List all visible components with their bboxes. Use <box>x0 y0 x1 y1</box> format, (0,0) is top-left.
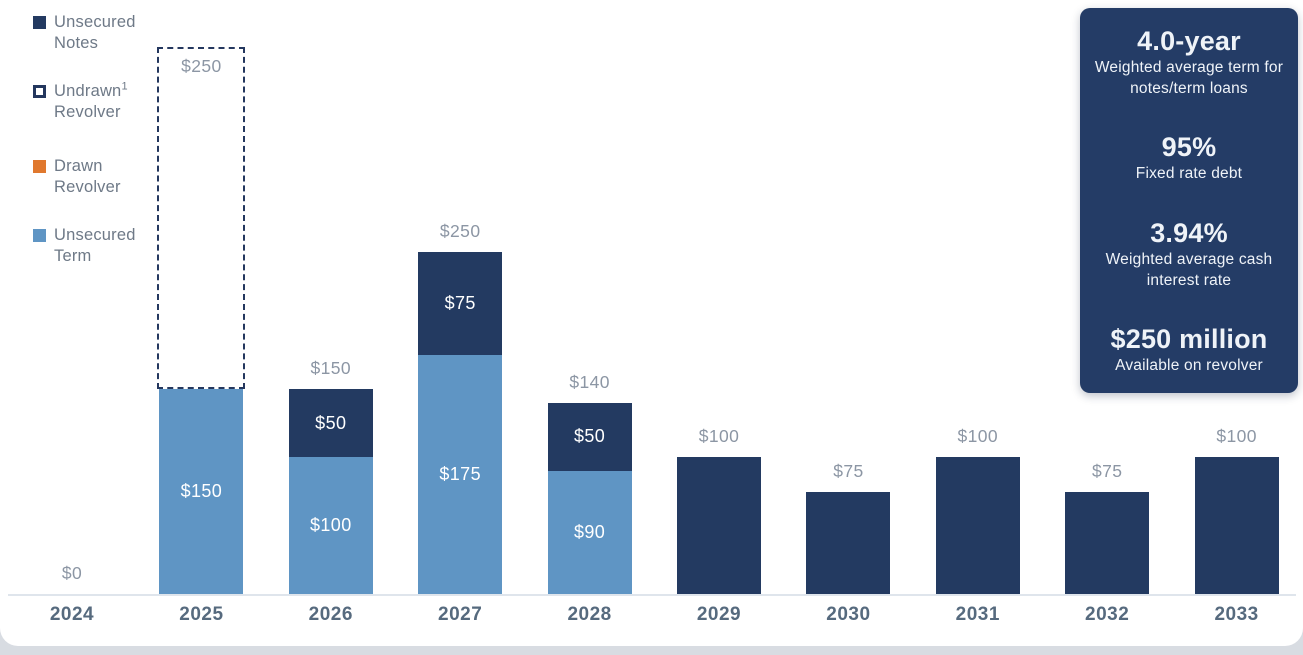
chart-legend: Unsecured Notes Undrawn1 Revolver Drawn Rev… <box>33 12 163 294</box>
stat-value: $250 million <box>1110 324 1268 355</box>
stat-cash-interest-rate: 3.94% Weighted average cash interest rat… <box>1092 218 1286 291</box>
legend-item-unsecured-term: Unsecured Term <box>33 225 163 267</box>
segment-value-label: $50 <box>573 426 606 447</box>
x-tick-2027: 2027 <box>438 604 483 625</box>
legend-item-drawn-revolver: Drawn Revolver <box>33 156 163 198</box>
bar-top-label-2030: $75 <box>833 460 864 481</box>
bar-top-label-2029: $100 <box>698 426 740 447</box>
legend-item-unsecured-notes: Unsecured Notes <box>33 12 163 54</box>
x-tick-2031: 2031 <box>955 604 1000 625</box>
bar-top-label-2025: $250 <box>181 56 222 77</box>
bar-segment-unsecured_term-2025: $150 <box>159 389 244 594</box>
stat-caption: Fixed rate debt <box>1135 165 1243 183</box>
legend-item-undrawn-revolver: Undrawn1 Revolver <box>33 81 163 123</box>
bar-top-label-2028: $140 <box>569 371 610 392</box>
stats-panel: 4.0-year Weighted average term for notes… <box>1080 8 1298 393</box>
x-axis-line <box>8 594 1296 596</box>
legend-swatch-unsecured-notes <box>33 16 46 29</box>
bar-segment-unsecured_term-2027: $175 <box>418 354 503 594</box>
x-tick-2025: 2025 <box>179 604 224 625</box>
legend-swatch-drawn-revolver <box>33 160 46 173</box>
stat-revolver-availability: $250 million Available on revolver <box>1092 324 1286 377</box>
stat-value: 95% <box>1161 132 1217 163</box>
undrawn-revolver-outline-2025 <box>157 47 246 389</box>
legend-label-drawn-revolver: Drawn Revolver <box>54 157 121 196</box>
segment-value-label: $100 <box>309 515 352 536</box>
stat-value: 3.94% <box>1150 218 1228 249</box>
stat-caption: Available on revolver <box>1115 357 1263 375</box>
bar-segment-unsecured_term-2026: $100 <box>288 457 373 594</box>
bar-segment-unsecured_notes-2030 <box>806 491 891 594</box>
segment-value-label: $150 <box>180 481 223 501</box>
segment-value-label: $175 <box>439 463 482 484</box>
bar-top-label-2024: $0 <box>61 563 83 583</box>
bar-segment-unsecured_notes-2029 <box>677 457 761 594</box>
segment-value-label: $75 <box>444 293 476 314</box>
x-tick-2032: 2032 <box>1085 604 1130 625</box>
bar-top-label-2033: $100 <box>1216 426 1257 447</box>
bar-top-label-2032: $75 <box>1091 460 1123 481</box>
legend-label-unsecured-term: Unsecured Term <box>54 226 136 265</box>
stat-caption: Weighted average cash interest rate <box>1105 251 1273 289</box>
stat-fixed-rate: 95% Fixed rate debt <box>1092 132 1286 185</box>
legend-swatch-unsecured-term <box>33 229 46 242</box>
x-tick-2029: 2029 <box>696 604 742 625</box>
bar-segment-unsecured_term-2028: $90 <box>547 471 632 594</box>
segment-value-label: $90 <box>573 522 606 542</box>
x-tick-2030: 2030 <box>826 604 871 625</box>
bar-segment-unsecured_notes-2027: $75 <box>418 252 503 355</box>
bar-segment-unsecured_notes-2028: $50 <box>547 402 632 471</box>
x-tick-2028: 2028 <box>567 604 612 625</box>
stat-weighted-term: 4.0-year Weighted average term for notes… <box>1092 26 1286 99</box>
bar-segment-unsecured_notes-2031 <box>935 457 1020 594</box>
stat-caption: Weighted average term for notes/term loa… <box>1094 59 1284 97</box>
legend-swatch-undrawn-revolver <box>33 85 46 98</box>
bar-segment-unsecured_notes-2026: $50 <box>288 389 373 458</box>
x-tick-2026: 2026 <box>308 604 353 625</box>
bar-top-label-2031: $100 <box>957 426 999 447</box>
x-tick-2033: 2033 <box>1214 604 1259 625</box>
x-tick-2024: 2024 <box>49 604 95 625</box>
bar-segment-unsecured_notes-2033 <box>1194 457 1279 594</box>
segment-value-label: $50 <box>315 412 347 433</box>
bar-segment-unsecured_notes-2032 <box>1065 491 1150 594</box>
legend-label-undrawn-revolver: Undrawn1 Revolver <box>54 80 128 121</box>
bar-top-label-2027: $250 <box>439 221 481 242</box>
stat-value: 4.0-year <box>1137 26 1241 56</box>
legend-label-unsecured-notes: Unsecured Notes <box>54 13 136 52</box>
footnote-marker: 1 <box>121 80 128 93</box>
bar-top-label-2026: $150 <box>310 358 352 378</box>
